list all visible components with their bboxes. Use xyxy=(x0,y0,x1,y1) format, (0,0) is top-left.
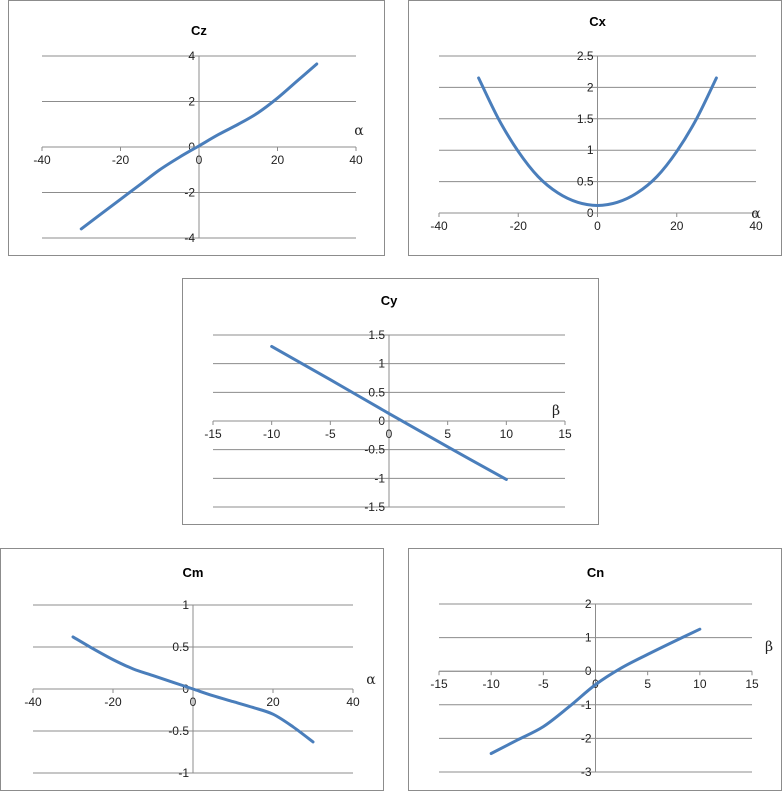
y-tick-label: 2 xyxy=(587,80,594,94)
x-axis-label: α xyxy=(366,672,376,688)
x-tick-label: -40 xyxy=(430,219,448,233)
x-tick-label: -20 xyxy=(104,695,122,709)
y-tick-label: 1.5 xyxy=(577,112,594,126)
x-tick-label: 15 xyxy=(745,677,759,691)
x-tick-label: -15 xyxy=(204,427,222,441)
y-tick-label: 0.5 xyxy=(368,385,385,399)
chart-cm: Cm-1-0.500.51-40 -20 0 20 40α xyxy=(24,565,376,780)
x-tick-label: -15 xyxy=(430,677,448,691)
chart-panel-cz: Cz -4 -2 0 2 4 -40 -20 0 20 40 α xyxy=(8,0,385,256)
x-tick-label: 0 xyxy=(386,427,393,441)
y-tick-label: 1 xyxy=(587,143,594,157)
series-line-cm xyxy=(71,635,315,744)
x-axis-label: α xyxy=(354,123,364,139)
y-tick-label: -3 xyxy=(581,765,592,779)
chart-panel-cn: Cn -3 -2 -1 0 1 2 -15 -10 -5 0 5 10 15 β xyxy=(408,548,782,791)
y-tick-label: -4 xyxy=(184,231,195,245)
x-tick-label: 0 xyxy=(594,219,601,233)
x-tick-label: 40 xyxy=(349,153,363,167)
y-tick-label: 2 xyxy=(188,95,195,109)
chart-panel-cm: Cm -1 -0.5 0 0.5 1 -40 -20 0 20 40 α xyxy=(0,548,384,791)
y-tick-label: 1 xyxy=(585,631,592,645)
y-tick-label: -2 xyxy=(581,731,592,745)
y-tick-label: 0.5 xyxy=(577,175,594,189)
x-tick-label: 10 xyxy=(500,427,514,441)
x-tick-label: -5 xyxy=(538,677,549,691)
chart-title: Cz xyxy=(191,23,207,38)
x-tick-label: 20 xyxy=(271,153,285,167)
chart-title: Cx xyxy=(589,14,606,29)
series-line-cy xyxy=(270,344,508,481)
x-tick-label: -10 xyxy=(263,427,281,441)
x-axis-label: β xyxy=(765,639,773,655)
series-line-cx xyxy=(477,76,718,207)
y-tick-label: 1.5 xyxy=(368,328,385,342)
x-tick-label: -40 xyxy=(33,153,51,167)
x-tick-label: 5 xyxy=(444,427,451,441)
y-tick-label: -0.5 xyxy=(168,724,189,738)
series-line-cn xyxy=(489,627,702,756)
x-tick-label: -5 xyxy=(325,427,336,441)
y-tick-label: 4 xyxy=(188,49,195,63)
x-tick-label: 0 xyxy=(196,153,203,167)
x-axis-label: β xyxy=(552,403,560,419)
y-tick-label: -0.5 xyxy=(364,443,385,457)
x-tick-label: 40 xyxy=(346,695,360,709)
x-tick-label: 20 xyxy=(266,695,280,709)
x-tick-label: -40 xyxy=(24,695,42,709)
y-tick-label: -1 xyxy=(581,698,592,712)
x-axis-label: α xyxy=(751,206,761,222)
x-tick-label: 40 xyxy=(749,219,763,233)
chart-title: Cn xyxy=(587,565,604,580)
chart-panel-cx: Cx 0 0.5 1 1.5 2 2.5 -40 -20 0 20 40 α xyxy=(408,0,782,256)
y-tick-label: 1 xyxy=(378,357,385,371)
x-tick-label: -20 xyxy=(112,153,130,167)
x-tick-label: 0 xyxy=(190,695,197,709)
x-tick-label: 5 xyxy=(644,677,651,691)
y-tick-label: 2.5 xyxy=(577,49,594,63)
y-tick-label: -1 xyxy=(178,766,189,780)
chart-cy: Cy-1.5-1-0.500.511.5-15 -10 -5 0 5 10 15β xyxy=(204,293,572,514)
y-tick-label: -1 xyxy=(374,471,385,485)
y-tick-label: -1.5 xyxy=(364,500,385,514)
y-tick-label: 0.5 xyxy=(172,640,189,654)
series-line-cz xyxy=(79,62,319,231)
x-tick-label: 15 xyxy=(558,427,572,441)
y-tick-label: 2 xyxy=(585,597,592,611)
chart-title: Cm xyxy=(183,565,204,580)
x-tick-label: 10 xyxy=(693,677,707,691)
x-tick-label: 20 xyxy=(670,219,684,233)
y-tick-label: 1 xyxy=(182,598,189,612)
y-tick-label: -2 xyxy=(184,186,195,200)
x-tick-label: -10 xyxy=(482,677,500,691)
chart-title: Cy xyxy=(381,293,398,308)
x-tick-label: -20 xyxy=(510,219,528,233)
chart-panel-cy: Cy -1.5 -1 -0.5 0 0.5 1 1.5 -15 -10 -5 0 5 10 15 β xyxy=(182,278,599,525)
